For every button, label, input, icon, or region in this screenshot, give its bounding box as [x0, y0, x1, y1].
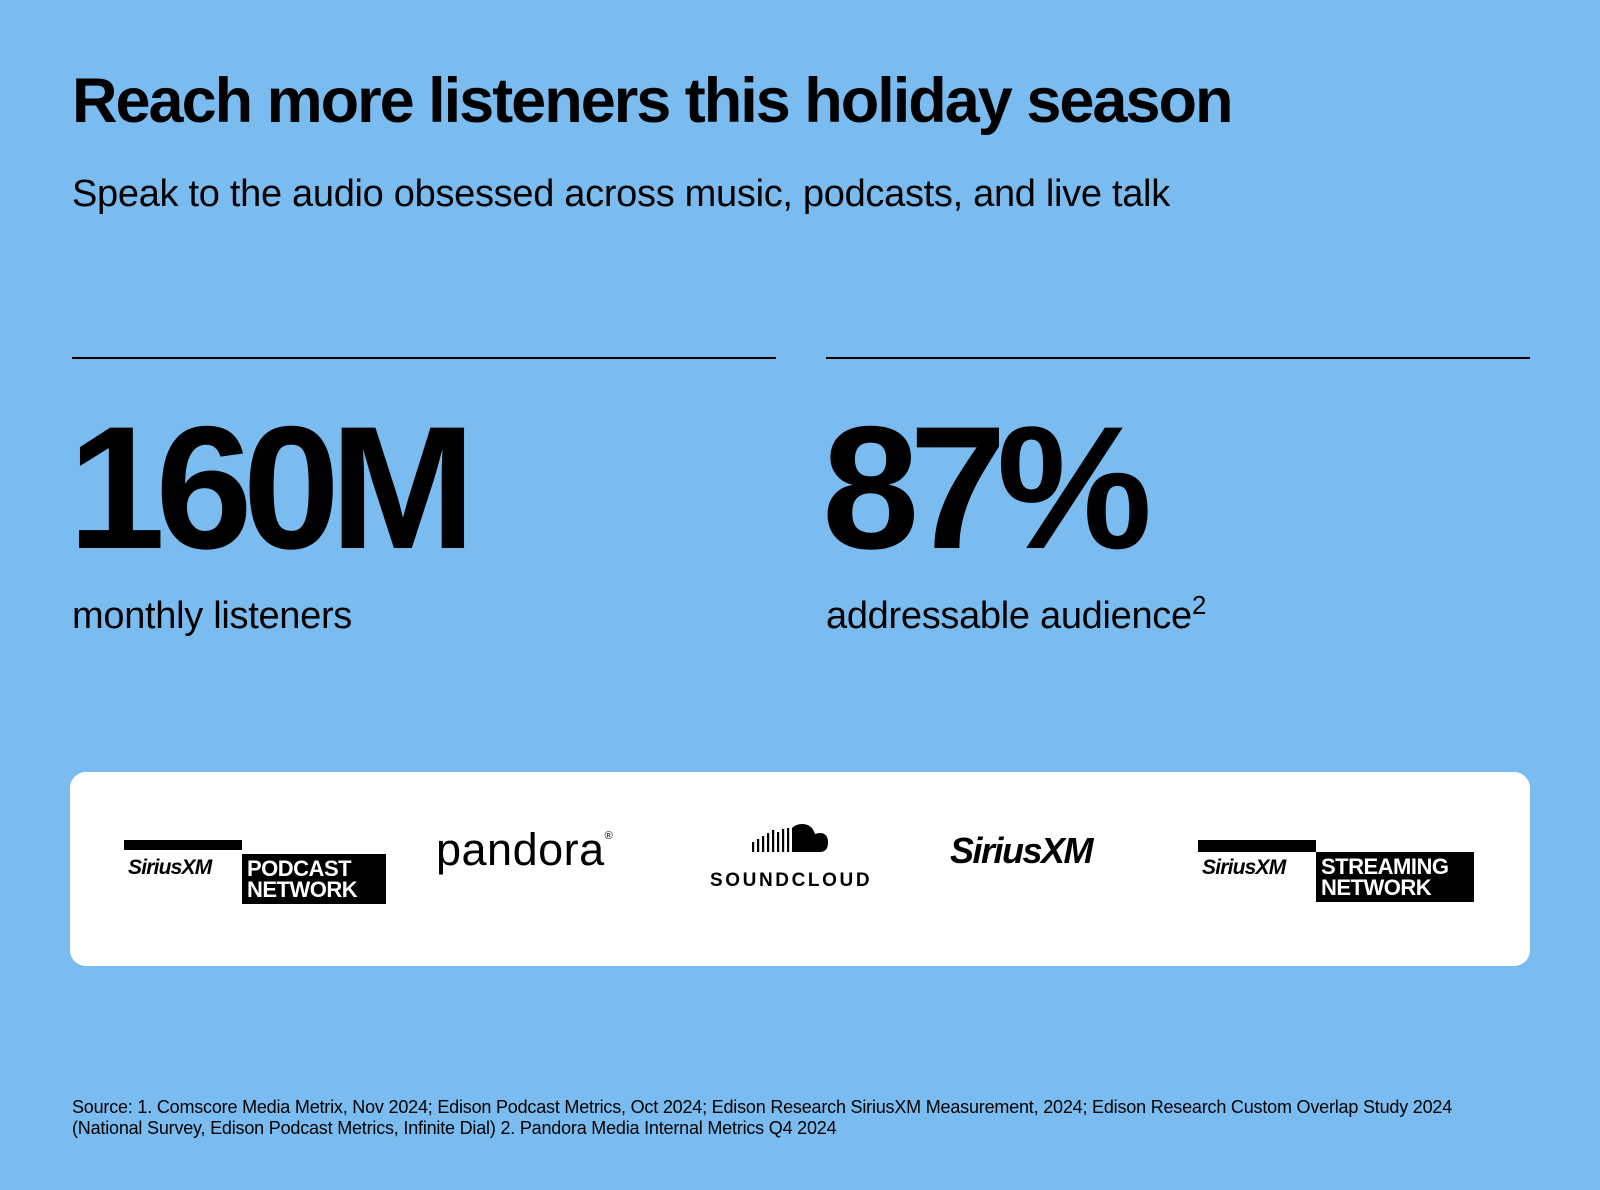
logo-brand-text: SiriusXM [1202, 856, 1286, 879]
logo-brand-text: SiriusXM [128, 856, 212, 879]
siriusxm-logo: SiriusXM [950, 830, 1094, 871]
partner-logos-card: SiriusXM PODCAST NETWORK pandora® SOUNDC… [70, 772, 1530, 966]
registered-mark: ® [604, 830, 614, 842]
stat-label-text: monthly listeners [72, 595, 353, 637]
divider-right [826, 357, 1530, 359]
siriusxm-streaming-network-logo: SiriusXM STREAMING NETWORK [1198, 840, 1474, 902]
source-footnote: Source: 1. Comscore Media Metrix, Nov 20… [72, 1097, 1453, 1138]
stat-value-listeners: 160M [68, 391, 476, 586]
siriusxm-podcast-network-logo: SiriusXM PODCAST NETWORK [124, 840, 386, 906]
page-title: Reach more listeners this holiday season [72, 66, 1233, 136]
pandora-logo: pandora® [436, 824, 613, 876]
stat-label-text: addressable audience [826, 595, 1192, 637]
stat-label-listeners: monthly listeners [72, 592, 352, 640]
soundcloud-wordmark: SOUNDCLOUD [710, 870, 873, 891]
logo-bar [1198, 840, 1316, 852]
page-subtitle: Speak to the audio obsessed across music… [72, 173, 1170, 215]
logo-bar [124, 840, 242, 850]
pandora-wordmark: pandora [436, 824, 605, 875]
soundcloud-cloud-icon [752, 824, 828, 852]
stat-value-audience: 87% [822, 391, 1152, 586]
logo-box-text: STREAMING NETWORK [1316, 852, 1474, 902]
stat-label-audience: addressable audience2 [826, 592, 1206, 640]
soundcloud-logo: SOUNDCLOUD [710, 824, 880, 904]
divider-left [72, 357, 776, 359]
logo-box-text: PODCAST NETWORK [242, 854, 386, 904]
footnote-marker: 2 [1191, 590, 1207, 620]
